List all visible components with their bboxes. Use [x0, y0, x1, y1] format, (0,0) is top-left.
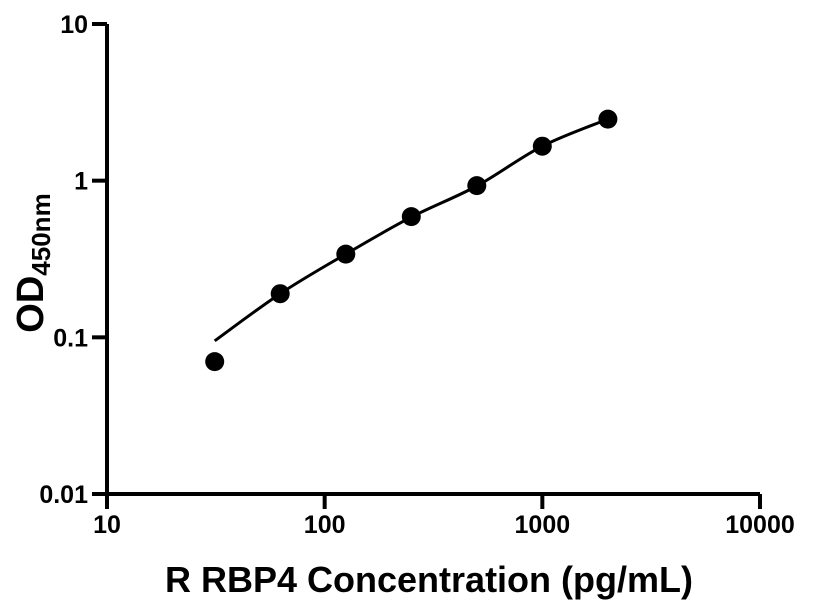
- data-point-5: [532, 136, 552, 156]
- axis-frame: [105, 24, 760, 496]
- data-point-0: [205, 352, 225, 372]
- y-tick-label-1: 1: [74, 168, 88, 196]
- x-tick-label-10000: 10000: [725, 511, 795, 539]
- data-point-2: [336, 244, 356, 264]
- data-point-6: [598, 109, 618, 129]
- y-axis-title-subscript: 450nm: [26, 193, 56, 276]
- y-tick-label-0.1: 0.1: [53, 324, 88, 352]
- y-axis-title: OD450nm: [10, 193, 56, 333]
- y-tick-label-10: 10: [60, 11, 88, 39]
- x-axis-title: R RBP4 Concentration (pg/mL): [165, 559, 693, 600]
- data-point-3: [401, 207, 421, 227]
- x-tick-label-10: 10: [93, 511, 121, 539]
- data-point-1: [270, 284, 290, 304]
- data-point-4: [467, 176, 487, 196]
- x-tick-label-100: 100: [304, 511, 346, 539]
- y-axis-title-base: OD: [10, 275, 52, 333]
- y-tick-label-0.01: 0.01: [39, 481, 88, 509]
- x-tick-label-1000: 1000: [515, 511, 571, 539]
